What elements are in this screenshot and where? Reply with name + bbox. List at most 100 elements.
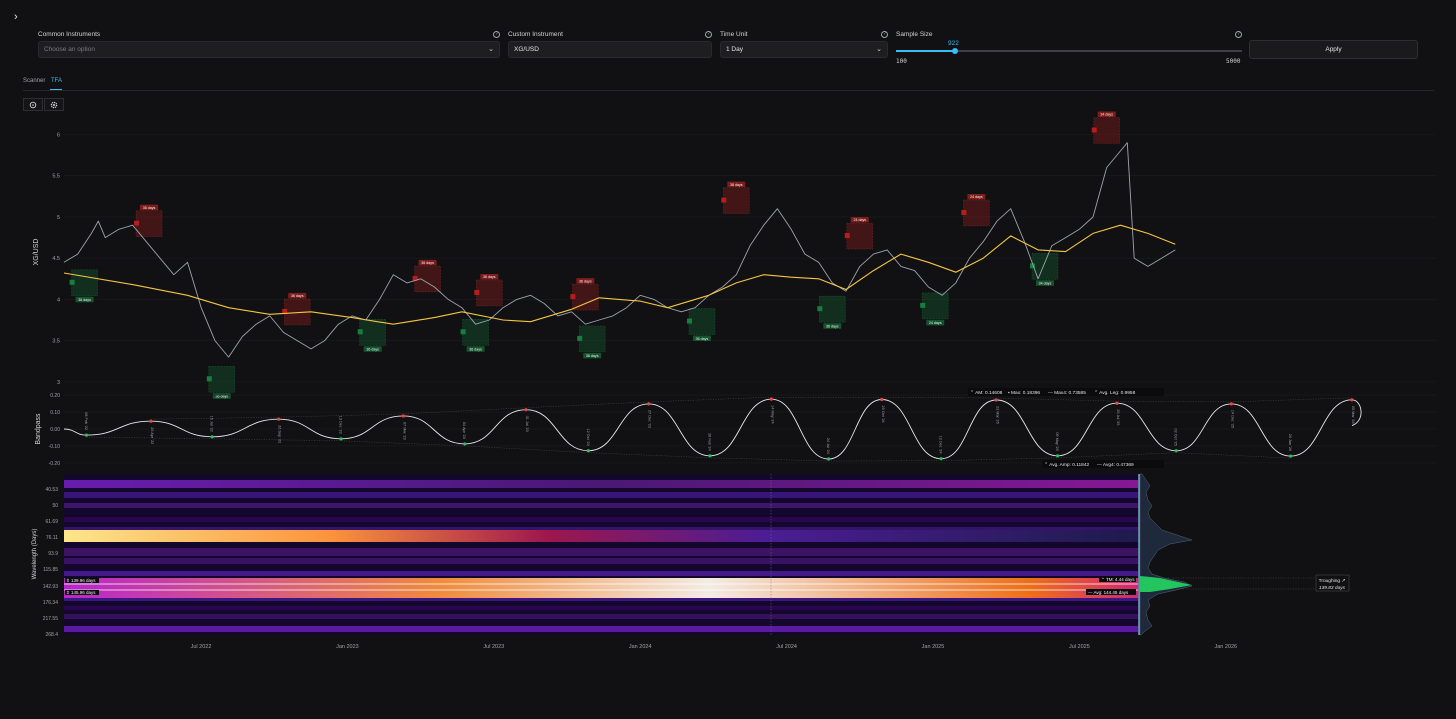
bandpass-envelope-bottom	[86, 436, 1291, 462]
peak-marker	[282, 308, 288, 314]
sample-size-max: 5000	[1226, 58, 1241, 65]
custom-instrument-label: Custom Instrument	[508, 31, 563, 38]
trough-zone	[688, 308, 716, 335]
tabs-divider	[23, 90, 1434, 91]
peak-zone	[1093, 117, 1121, 144]
trough-label: 36 days	[215, 394, 228, 398]
bandpass-y-tick: 0.10	[50, 410, 60, 416]
heatmap-y-tick: 76.11	[46, 535, 58, 541]
peak-zone	[572, 283, 599, 311]
bandpass-trough-date: 04 Apr '23	[462, 422, 466, 439]
heatmap-y-tick: 217.55	[43, 616, 59, 622]
trough-label: 36 days	[366, 347, 379, 351]
bandpass-peak-dot	[524, 408, 528, 412]
bandpass-stats-bottom-bg	[1042, 460, 1164, 468]
peak-label: 24 days	[853, 218, 866, 222]
bandpass-stat-avg4: — Avg4: 0.47369	[1097, 462, 1134, 468]
heatmap-y-tick: 176.34	[43, 600, 59, 606]
time-unit-value: 1 Day	[726, 46, 743, 53]
gear-icon	[50, 101, 58, 108]
apply-button[interactable]: Apply	[1249, 40, 1418, 59]
tab-tfa[interactable]: TFA	[51, 78, 63, 84]
bandpass-stats-top-bg	[968, 388, 1164, 396]
heatmap-band	[64, 571, 1138, 576]
heatmap-band	[64, 614, 1138, 619]
help-icon[interactable]: ?	[1235, 31, 1242, 38]
heatmap-marker-bg	[65, 578, 99, 583]
sample-size-slider[interactable]	[896, 48, 1242, 54]
bandpass-trough-date: 02 Oct '25	[1174, 429, 1178, 446]
heatmap-y-tick: 40.53	[45, 487, 58, 493]
help-icon[interactable]: ?	[705, 31, 712, 38]
help-icon[interactable]: ?	[881, 31, 888, 38]
bandpass-trough-date: 12 Oct '23	[586, 429, 590, 446]
peak-label: 24 days	[970, 195, 983, 199]
heatmap-x-tick: Jan 2023	[336, 644, 359, 650]
refresh-icon	[29, 101, 37, 108]
bandpass-trough-date: 13 Dec '22	[339, 416, 343, 434]
peak-badge	[967, 193, 986, 200]
heatmap-y-tick: 142.93	[43, 584, 59, 590]
trend-line	[63, 224, 1176, 325]
sidebar-expand-icon[interactable]: ›	[14, 11, 18, 23]
trough-zone	[71, 269, 98, 297]
help-icon[interactable]: ?	[493, 31, 500, 38]
bandpass-trough-dot	[1174, 449, 1178, 453]
price-y-tick: 3	[57, 380, 60, 386]
price-axis-label: XG/USD	[33, 239, 40, 266]
bandpass-trough-date: 24 Jul '24	[826, 438, 830, 454]
bandpass-stat-am: ⌃ AM: 0.14608	[970, 390, 1003, 396]
bandpass-peak-dot	[647, 402, 651, 406]
trough-badge	[926, 319, 945, 326]
price-y-tick: 5	[57, 215, 60, 221]
trough-zone	[578, 325, 606, 353]
bandpass-trough-date: 26 Jan '26	[1288, 434, 1292, 451]
bandpass-trough-dot	[1289, 454, 1293, 458]
heatmap-x-tick: Jul 2023	[483, 644, 504, 650]
peak-badge	[727, 181, 746, 188]
custom-instrument-input[interactable]: XG/USD	[508, 41, 712, 58]
price-line	[63, 142, 1176, 358]
bandpass-peak-date: 31 Jul '23	[525, 416, 529, 432]
tab-scanner[interactable]: Scanner	[23, 78, 46, 84]
peak-zone	[414, 265, 441, 293]
common-instruments-select[interactable]: Choose an option ⌄	[38, 41, 500, 58]
bandpass-stat-max4: — Max4: 0.73585	[1048, 390, 1086, 396]
settings-button[interactable]	[44, 98, 64, 111]
sample-size-label: Sample Size	[896, 31, 933, 38]
bandpass-trough-dot	[827, 457, 831, 461]
peak-marker	[961, 209, 967, 215]
price-y-tick: 4.5	[52, 256, 60, 262]
heatmap-band	[64, 606, 1138, 610]
peak-label: 36 days	[483, 275, 496, 279]
trough-label: 36 days	[78, 298, 91, 302]
slider-thumb[interactable]	[951, 48, 958, 54]
sample-size-value: 922	[948, 40, 959, 47]
bandpass-y-tick: 0.20	[50, 393, 60, 399]
bandpass-trough-dot	[708, 454, 712, 458]
trough-label: 36 days	[826, 324, 839, 328]
price-y-tick: 3.5	[52, 339, 60, 345]
common-instruments-label: Common Instruments	[38, 31, 101, 38]
bandpass-trough-date: 28 Feb '24	[708, 433, 712, 451]
trough-zone	[462, 318, 489, 346]
bandpass-trough-date: 08 Feb '22	[84, 412, 88, 430]
trough-badge	[466, 346, 485, 352]
time-unit-select[interactable]: 1 Day ⌄	[720, 41, 888, 58]
peak-zone	[846, 222, 874, 250]
trough-marker	[357, 329, 363, 335]
heatmap-band	[64, 527, 1138, 532]
heatmap-x-tick: Jan 2024	[629, 644, 652, 650]
common-instruments-placeholder: Choose an option	[44, 46, 95, 53]
heatmap-band-hot	[64, 578, 1138, 598]
bandpass-peak-date: 14 May '24	[770, 405, 774, 423]
heatmap-y-tick: 50	[52, 503, 58, 509]
heatmap-axis-label: Wavelength (Days)	[32, 529, 38, 580]
price-y-tick: 5.5	[52, 174, 60, 180]
reset-zoom-button[interactable]	[23, 98, 43, 111]
bandpass-envelope-top	[150, 396, 1353, 420]
peak-badge	[576, 278, 595, 284]
trough-marker	[920, 302, 926, 308]
trough-zone	[1031, 253, 1059, 280]
